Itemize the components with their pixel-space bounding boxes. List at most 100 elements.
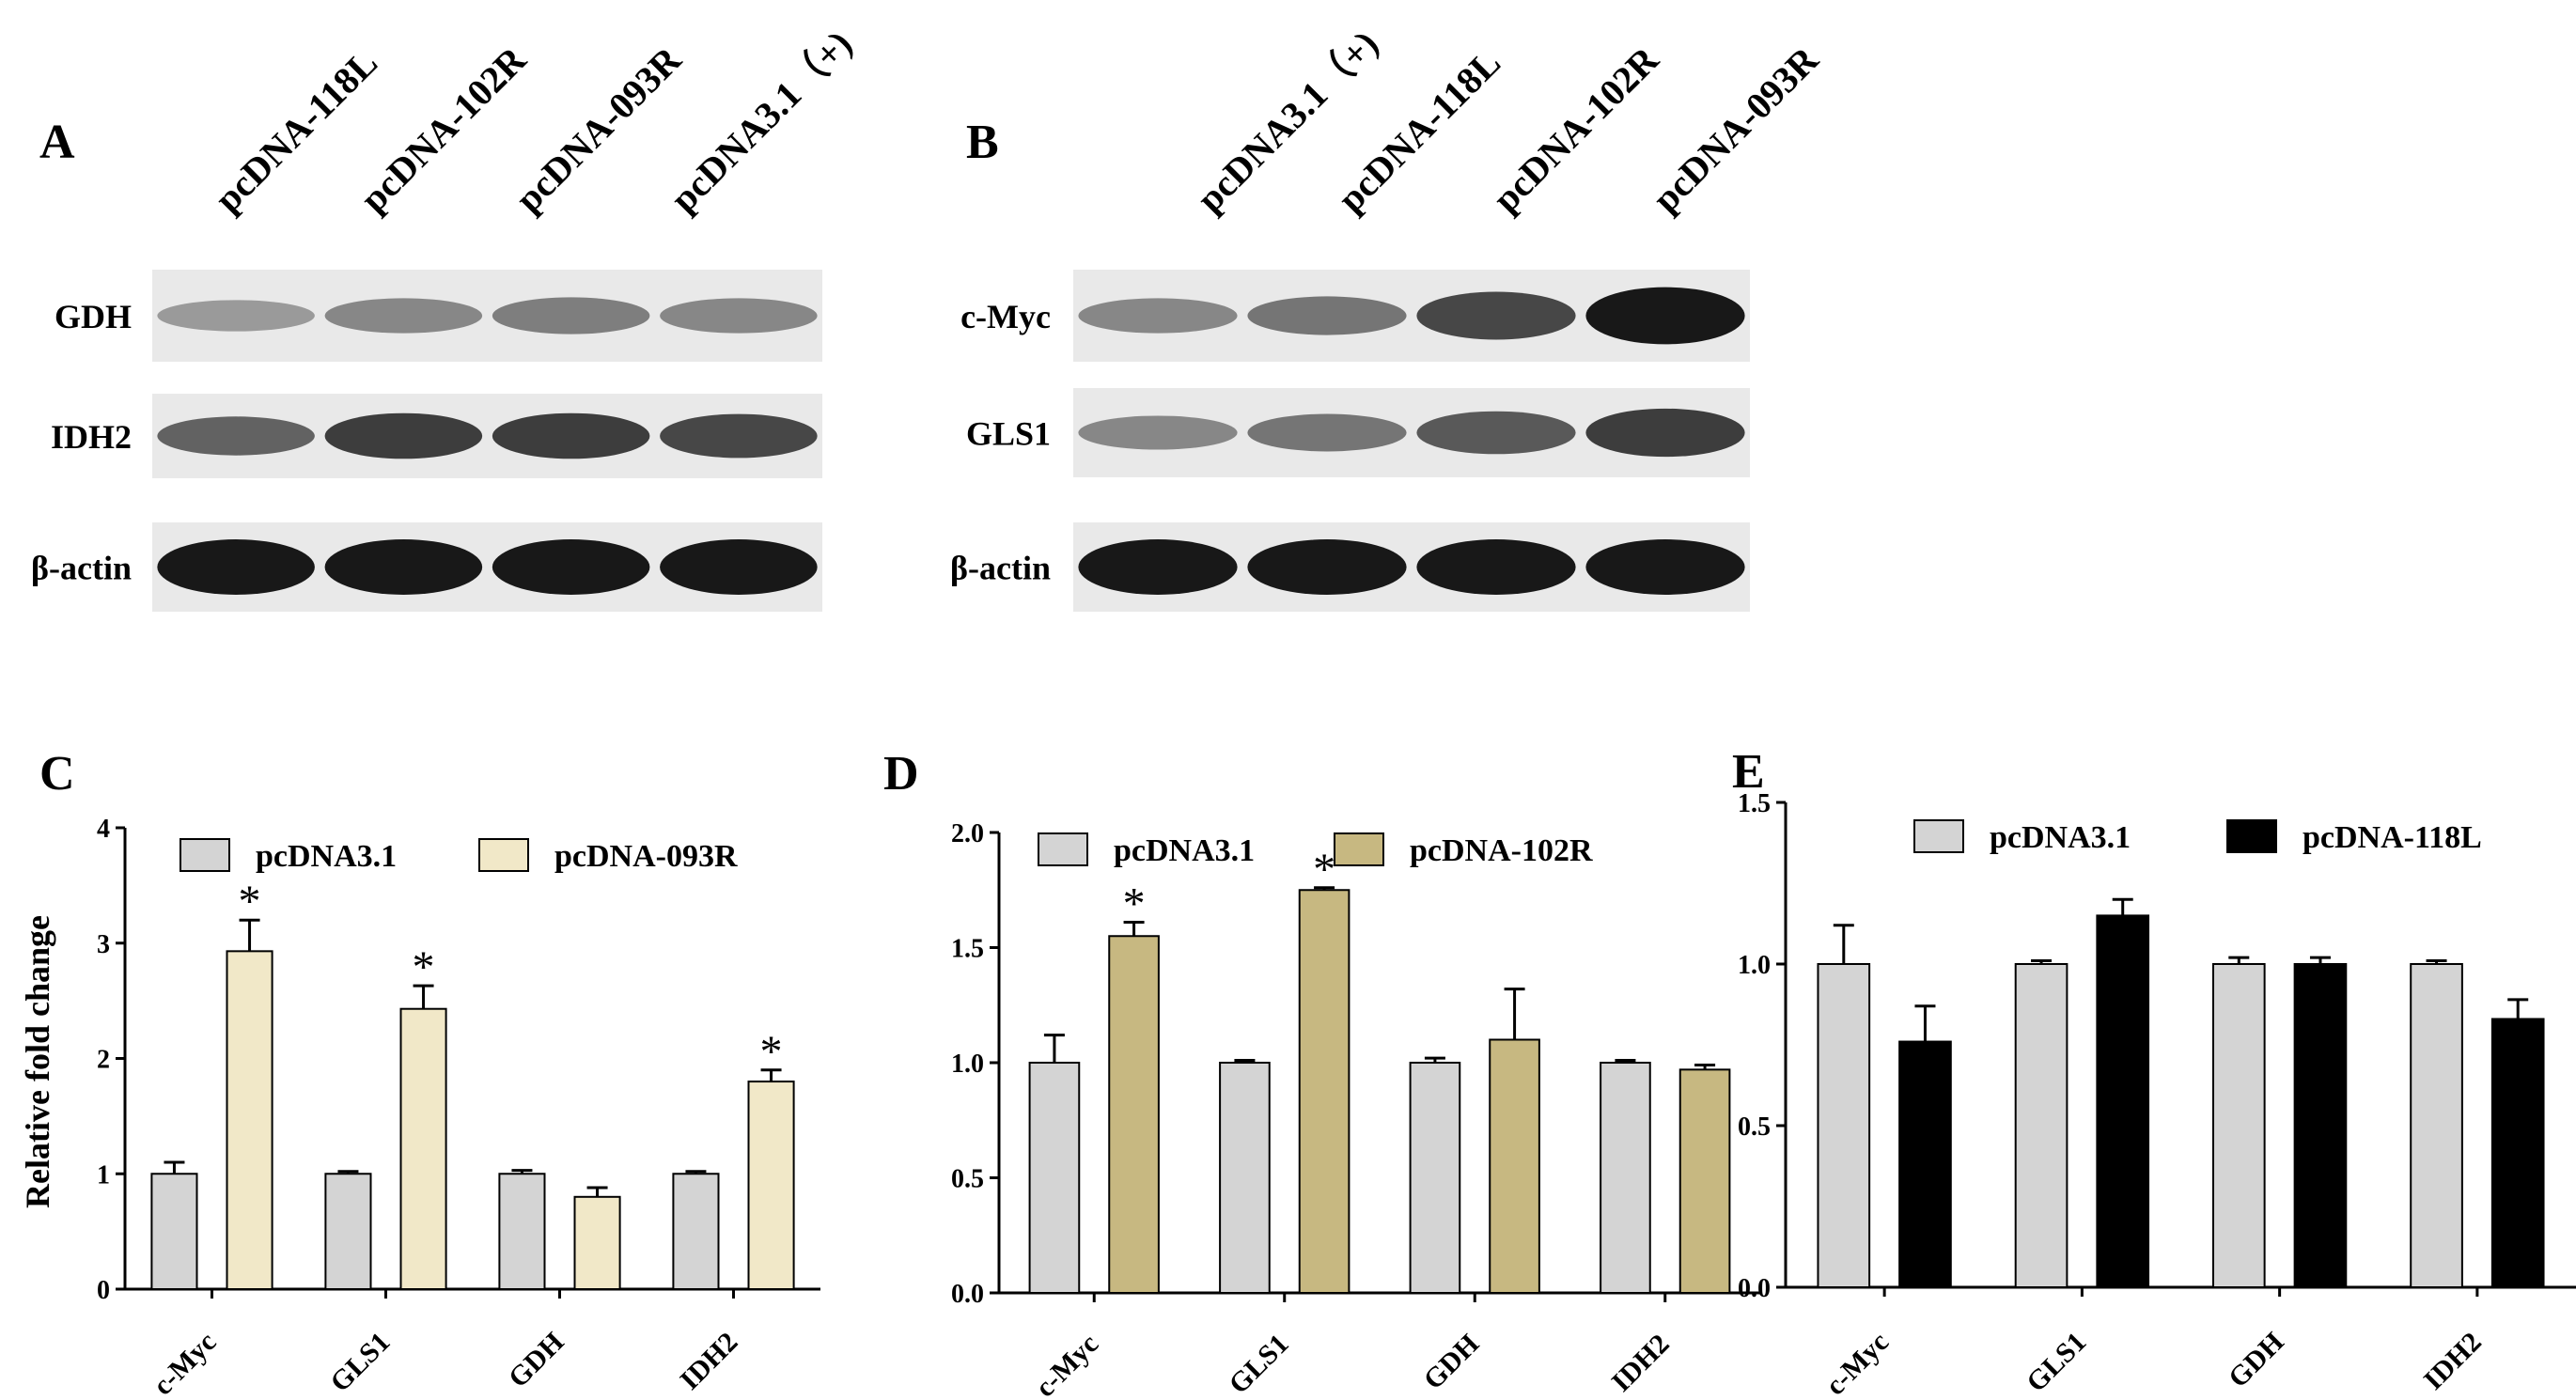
- legend-swatch: [180, 838, 230, 872]
- chart-panel-d: D 0.0 0.5 1.0 1.5 2.0 * c-Myc * GLS1 GDH IDH2 pcDNA3…: [883, 747, 1760, 1400]
- x-category-label: GDH: [2223, 1327, 2290, 1394]
- bar: [2211, 963, 2266, 1288]
- bar: [1108, 935, 1160, 1294]
- bar: [399, 1007, 447, 1291]
- blot-band: [1585, 539, 1745, 595]
- y-tick-label: 0.5: [951, 1165, 984, 1194]
- x-category-label: GDH: [503, 1327, 570, 1394]
- chart-panel-e: E 0.0 0.5 1.0 1.5 c-Myc GLS1 GDH IDH2 pcDNA3.1 pcD…: [1732, 745, 2576, 1400]
- blot-row-label: IDH2: [51, 418, 132, 456]
- blot-band: [660, 413, 818, 459]
- x-category-label: IDH2: [2418, 1327, 2488, 1396]
- panel-letter-a: A: [39, 116, 75, 169]
- bar: [498, 1173, 546, 1290]
- y-tick-label: 3: [97, 930, 110, 959]
- y-tick-label: 1.5: [951, 935, 984, 964]
- blot-band: [492, 412, 650, 459]
- blot-band: [324, 539, 483, 595]
- legend-label: pcDNA3.1: [256, 839, 397, 874]
- y-tick-label: 0.0: [1738, 1274, 1771, 1303]
- bar: [2014, 963, 2069, 1288]
- legend-label: pcDNA3.1: [1114, 833, 1255, 868]
- lane-label: pcDNA-102R: [1485, 38, 1667, 220]
- legend-swatch: [1038, 832, 1088, 866]
- bar: [226, 950, 273, 1291]
- blot-band: [1416, 291, 1576, 340]
- x-category-label: GLS1: [1223, 1329, 1294, 1400]
- significance-marker: *: [239, 877, 261, 926]
- y-axis-label: Relative fold change: [19, 915, 56, 1208]
- significance-marker: *: [1313, 845, 1335, 894]
- y-tick-label: 1.0: [1738, 951, 1771, 980]
- x-category-label: c-Myc: [1819, 1327, 1895, 1400]
- legend-label: pcDNA-102R: [1410, 833, 1593, 868]
- lane-label: pcDNA-093R: [507, 38, 690, 220]
- lane-label: pcDNA3.1（+): [663, 23, 861, 221]
- blot-band: [492, 297, 650, 334]
- y-tick-label: 4: [97, 815, 110, 844]
- bar: [2293, 963, 2348, 1288]
- x-category-label: GLS1: [2021, 1327, 2092, 1398]
- y-tick-label: 0.5: [1738, 1112, 1771, 1142]
- y-tick-label: 1.0: [951, 1050, 984, 1079]
- blot-band: [1078, 415, 1238, 450]
- blot-row-label: β-actin: [31, 550, 132, 587]
- bar: [1219, 1062, 1271, 1294]
- significance-marker: *: [413, 942, 435, 992]
- legend-swatch: [2226, 819, 2277, 853]
- legend-swatch: [1334, 832, 1384, 866]
- bar: [2096, 914, 2150, 1289]
- y-tick-label: 2: [97, 1046, 110, 1075]
- panel-letter-e: E: [1732, 745, 1765, 799]
- y-tick-label: 2.0: [951, 819, 984, 848]
- blot-band: [660, 539, 818, 595]
- bar: [324, 1173, 372, 1290]
- blot-band: [1585, 287, 1745, 345]
- chart-panel-c: C 0 1 2 3 4 Relative fold change * c-Myc * GLS1 GDH…: [19, 747, 820, 1400]
- bar: [573, 1195, 621, 1291]
- blot-row-label: GLS1: [966, 415, 1051, 453]
- blot-band: [1247, 539, 1407, 595]
- bar: [2410, 963, 2463, 1288]
- bar: [2490, 1018, 2545, 1288]
- bar: [150, 1173, 198, 1290]
- x-category-label: c-Myc: [148, 1327, 223, 1400]
- lane-label: pcDNA-102R: [352, 38, 535, 220]
- panel-letter-d: D: [883, 747, 919, 801]
- blot-row-label: c-Myc: [960, 298, 1051, 335]
- significance-marker: *: [1123, 879, 1146, 929]
- blot-band: [157, 416, 315, 456]
- bar: [1409, 1062, 1461, 1294]
- panel-letter-b: B: [966, 116, 999, 169]
- legend-swatch: [478, 838, 529, 872]
- x-category-label: IDH2: [1606, 1329, 1676, 1398]
- blot-band: [1585, 408, 1745, 458]
- bar: [1298, 889, 1350, 1294]
- blot-band: [324, 298, 483, 334]
- bar: [1898, 1040, 1952, 1289]
- significance-marker: *: [760, 1027, 783, 1077]
- x-category-label: GDH: [1418, 1329, 1486, 1396]
- blot-band: [1247, 296, 1407, 335]
- panel-letter-c: C: [39, 747, 75, 801]
- blot-band: [660, 298, 818, 334]
- blot-band: [324, 412, 483, 459]
- legend-swatch: [1913, 819, 1964, 853]
- bar: [1489, 1038, 1540, 1294]
- blot-band: [157, 539, 315, 595]
- blot-band: [1416, 411, 1576, 455]
- y-tick-label: 0: [97, 1276, 110, 1305]
- bar: [1678, 1068, 1731, 1294]
- blot-band: [492, 539, 650, 595]
- blot-band: [1416, 539, 1576, 595]
- blot-row-label: β-actin: [950, 550, 1051, 587]
- blot-row-label: GDH: [55, 298, 132, 335]
- x-category-label: c-Myc: [1029, 1329, 1104, 1400]
- x-category-label: IDH2: [674, 1327, 743, 1396]
- y-tick-label: 1: [97, 1160, 110, 1190]
- bar: [1817, 963, 1871, 1288]
- blot-band: [157, 300, 315, 332]
